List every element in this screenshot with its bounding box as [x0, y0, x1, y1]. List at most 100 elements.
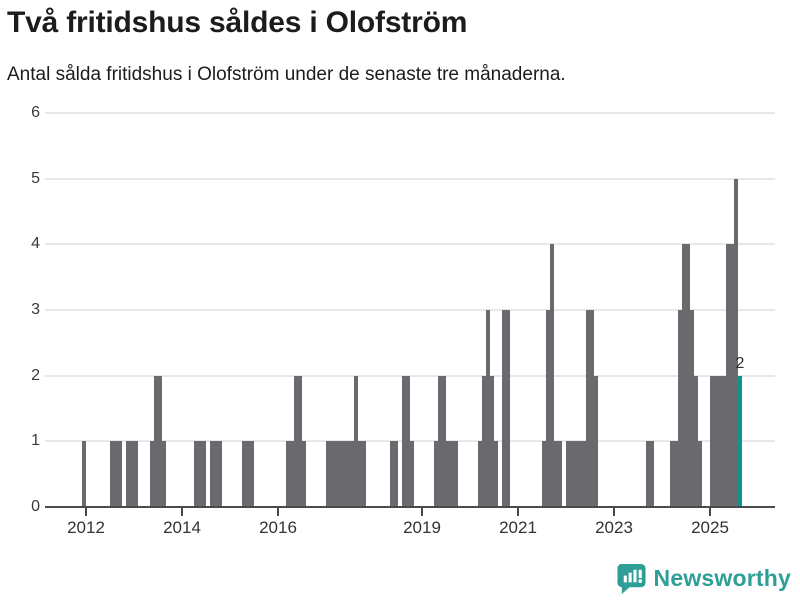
y-axis-label-4: 4: [31, 235, 40, 253]
bar-2019-09: [454, 441, 458, 507]
chart-title: Två fritidshus såldes i Olofström: [7, 6, 468, 39]
gridline-y-1: [45, 440, 775, 443]
x-axis-label-2019: 2019: [403, 518, 441, 537]
x-axis-label-2016: 2016: [259, 518, 297, 537]
bar-2024-09: [694, 375, 698, 507]
x-axis-tick-2023: [613, 508, 615, 516]
bar-2020-07: [494, 441, 498, 507]
y-axis-label-6: 6: [31, 104, 40, 121]
bar-2014-06: [202, 441, 206, 507]
bar-2024-03: [670, 441, 674, 507]
bar-2011-12: [82, 441, 86, 507]
y-axis-label-1: 1: [31, 432, 40, 450]
bar-2024-05: [678, 310, 682, 507]
bar-2019-06: [442, 375, 446, 507]
x-axis-tick-2025: [709, 508, 711, 516]
newsworthy-logo: Newsworthy: [616, 560, 791, 596]
bar-2021-07: [542, 441, 546, 507]
bar-2025-01: [710, 375, 714, 507]
bar-2016-07: [302, 441, 306, 507]
bar-2024-06: [682, 244, 686, 507]
bar-highlight-2025-08: [738, 375, 742, 507]
bar-2021-08: [546, 310, 550, 507]
bar-2020-06: [490, 375, 494, 507]
bar-2017-05: [342, 441, 346, 507]
bar-2022-03: [574, 441, 578, 507]
bar-2016-03: [286, 441, 290, 507]
x-axis-tick-2021: [517, 508, 519, 516]
bar-2024-08: [690, 310, 694, 507]
bar-2020-05: [486, 310, 490, 507]
x-axis-tick-2014: [181, 508, 183, 516]
bar-2025-07: [734, 178, 738, 507]
y-axis-label-5: 5: [31, 169, 40, 187]
bar-2024-04: [674, 441, 678, 507]
bar-2020-10: [506, 310, 510, 507]
y-axis-label-3: 3: [31, 301, 40, 318]
bar-2014-10: [218, 441, 222, 507]
bar-2012-07: [110, 441, 114, 507]
bar-2018-06: [394, 441, 398, 507]
bar-2020-04: [482, 375, 486, 507]
newsworthy-logo-icon: [616, 563, 646, 594]
bar-2020-09: [502, 310, 506, 507]
bar-2023-09: [646, 441, 650, 507]
bar-2022-08: [594, 375, 598, 507]
bar-2013-08: [162, 441, 166, 507]
gridline-y-3: [45, 309, 775, 311]
bar-2022-02: [570, 441, 574, 507]
x-axis-label-2023: 2023: [595, 518, 633, 537]
bar-2017-04: [338, 441, 342, 507]
bar-2021-09: [550, 244, 554, 507]
bar-2017-03: [334, 441, 338, 507]
bar-2018-05: [390, 441, 394, 507]
bar-2016-05: [294, 375, 298, 507]
bar-2015-05: [246, 441, 250, 507]
bar-2015-04: [242, 441, 246, 507]
bar-2021-10: [554, 441, 558, 507]
bar-2018-10: [410, 441, 414, 507]
bar-2020-03: [478, 441, 482, 507]
bar-2024-10: [698, 441, 702, 507]
bar-2023-10: [650, 441, 654, 507]
gridline-y-6: [45, 112, 775, 114]
bar-2013-05: [150, 441, 154, 507]
bar-2017-09: [358, 441, 362, 507]
x-axis-label-2025: 2025: [691, 518, 729, 537]
bar-2014-08: [210, 441, 214, 507]
x-axis-tick-2012: [85, 508, 87, 516]
bar-2012-09: [118, 441, 122, 507]
bar-2022-01: [566, 441, 570, 507]
bar-2016-04: [290, 441, 294, 507]
gridline-y-2: [45, 374, 775, 377]
bar-2017-08: [354, 375, 358, 507]
gridline-y-4: [45, 243, 775, 246]
y-axis-label-0: 0: [31, 498, 40, 515]
bar-2022-05: [582, 441, 586, 507]
y-axis-label-2: 2: [31, 366, 40, 384]
chart-subtitle: Antal sålda fritidshus i Olofström under…: [7, 64, 566, 85]
x-axis-label-2014: 2014: [163, 518, 201, 537]
bar-2022-04: [578, 441, 582, 507]
bar-2019-07: [446, 441, 450, 507]
bar-2012-08: [114, 441, 118, 507]
bar-2017-10: [362, 441, 366, 507]
bar-2015-06: [250, 441, 254, 507]
x-axis-tick-2019: [421, 508, 423, 516]
bar-2013-06: [154, 375, 158, 507]
bar-2012-11: [126, 441, 130, 507]
bar-2025-02: [714, 375, 718, 507]
bar-2017-07: [350, 441, 354, 507]
bar-2022-06: [586, 310, 590, 507]
bar-2012-12: [130, 441, 134, 507]
bar-2025-05: [726, 244, 730, 507]
bar-2016-06: [298, 375, 302, 507]
bar-2024-07: [686, 244, 690, 507]
bar-2018-09: [406, 375, 410, 507]
bar-2017-02: [330, 441, 334, 507]
gridline-y-5: [45, 177, 775, 180]
bar-2014-09: [214, 441, 218, 507]
bar-2025-03: [718, 375, 722, 507]
x-axis-label-2012: 2012: [67, 518, 105, 537]
